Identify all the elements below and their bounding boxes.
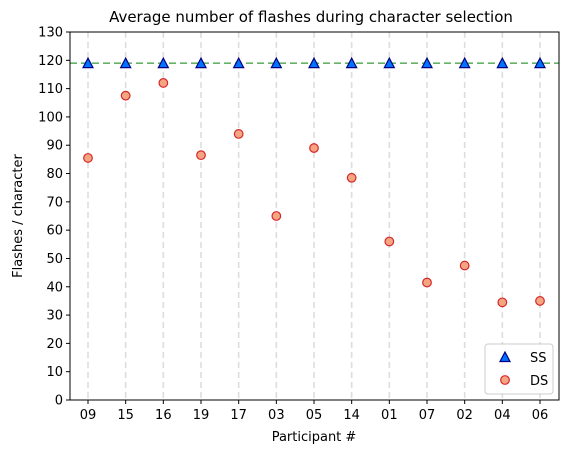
- ds-point: [535, 296, 545, 306]
- ds-point: [309, 143, 319, 153]
- ds-point: [233, 129, 244, 139]
- ss-point: [195, 56, 207, 69]
- y-tick-label: 120: [38, 54, 63, 69]
- legend-marker-ss: [499, 350, 511, 363]
- y-axis-label: Flashes / character: [11, 153, 26, 277]
- y-tick-label: 50: [46, 252, 63, 267]
- ds-point: [422, 277, 432, 288]
- ss-point: [383, 56, 396, 69]
- ds-point: [83, 153, 93, 163]
- ss-point: [421, 56, 433, 69]
- ds-point: [120, 90, 131, 101]
- ds-point: [459, 260, 470, 271]
- legend-marker-ds: [500, 375, 510, 385]
- y-tick-label: 100: [38, 110, 63, 125]
- ss-point: [496, 56, 509, 69]
- x-tick-label: 05: [306, 408, 323, 423]
- ss-point: [232, 56, 245, 69]
- ss-point: [308, 56, 320, 69]
- x-axis-label: Participant #: [272, 430, 357, 445]
- ds-point: [158, 78, 169, 88]
- x-tick-label: 15: [117, 408, 134, 423]
- legend-label-ss: SS: [530, 351, 547, 366]
- ds-point: [271, 211, 282, 221]
- ds-point: [497, 297, 508, 308]
- ss-point: [345, 56, 358, 69]
- y-tick-label: 20: [46, 337, 63, 352]
- y-tick-label: 10: [46, 365, 63, 380]
- y-tick-label: 110: [38, 82, 63, 97]
- x-tick-label: 09: [80, 408, 97, 423]
- y-tick-label: 90: [46, 139, 63, 154]
- x-axis: 09 15 16 19 17 03 05 14 01 07 02 04 06: [80, 400, 549, 423]
- ds-point: [384, 236, 395, 247]
- y-tick-label: 0: [55, 394, 63, 409]
- ds-point: [196, 150, 206, 161]
- x-tick-label: 14: [343, 408, 360, 423]
- y-tick-label: 30: [46, 309, 63, 324]
- ss-point: [119, 56, 132, 69]
- x-tick-label: 17: [230, 408, 247, 423]
- x-tick-label: 02: [456, 408, 473, 423]
- ss-point: [82, 56, 94, 69]
- y-tick-label: 70: [46, 195, 63, 210]
- x-tick-label: 07: [419, 408, 436, 423]
- ss-point: [534, 56, 546, 69]
- y-tick-label: 60: [46, 224, 63, 239]
- x-tick-label: 06: [532, 408, 549, 423]
- y-tick-label: 130: [38, 26, 63, 41]
- grid-layer: [87, 32, 541, 400]
- y-tick-label: 80: [46, 167, 63, 182]
- ss-point: [458, 56, 471, 69]
- x-tick-label: 04: [494, 408, 511, 423]
- x-tick-label: 16: [155, 408, 172, 423]
- marks-layer: [82, 56, 546, 308]
- ss-point: [157, 56, 170, 69]
- x-tick-label: 19: [193, 408, 210, 423]
- x-tick-label: 01: [381, 408, 398, 423]
- y-tick-label: 40: [46, 280, 63, 295]
- x-tick-label: 03: [268, 408, 285, 423]
- legend-label-ds: DS: [530, 374, 548, 389]
- ds-point: [346, 172, 357, 183]
- y-axis: 0 10 20 30 40 50 60 70 80 90 100 110 120 130: [38, 26, 70, 409]
- chart-title: Average number of flashes during charact…: [109, 8, 513, 26]
- legend: SS DS: [484, 343, 554, 395]
- ss-point: [270, 56, 283, 69]
